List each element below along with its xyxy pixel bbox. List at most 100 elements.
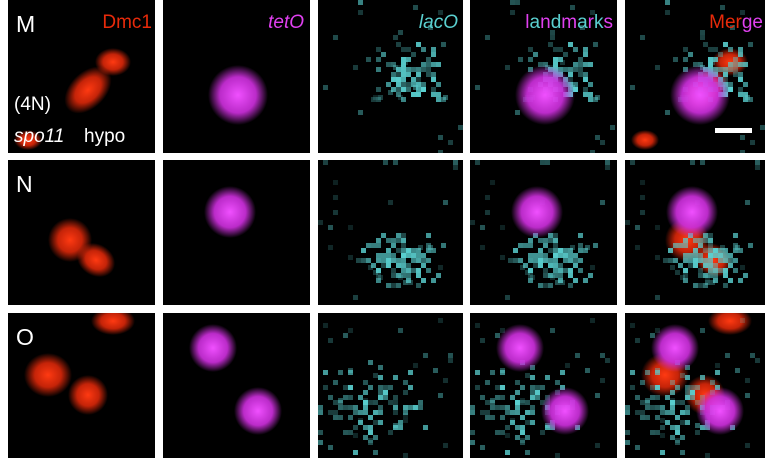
laco-pixel [373,420,378,425]
laco-pixel [406,248,411,253]
laco-pixel [738,62,743,67]
laco-pixel [510,418,515,423]
laco-pixel [373,450,378,455]
laco-pixel [328,338,333,343]
laco-pixel [558,273,563,278]
laco-pixel [553,268,558,273]
laco-pixel [700,160,705,165]
laco-pixel [318,405,323,410]
laco-pixel [728,253,733,258]
laco-pixel [318,440,323,445]
laco-pixel [480,410,485,415]
laco-pixel [660,425,665,430]
laco-pixel [470,430,475,435]
laco-pixel [381,233,386,238]
laco-pixel [431,92,436,97]
laco-pixel [391,253,396,258]
laco-pixel [328,410,333,415]
laco-pixel [403,413,408,418]
laco-pixel [703,258,708,263]
laco-pixel [396,258,401,263]
laco-pixel [705,453,710,458]
laco-pixel [436,97,441,102]
header-letter: M [709,12,725,33]
laco-pixel [713,253,718,258]
laco-pixel [528,47,533,52]
laco-pixel [401,87,406,92]
laco-pixel [660,450,665,455]
laco-pixel [538,253,543,258]
header-letter: n [540,12,551,33]
laco-pixel [640,35,645,40]
laco-pixel [480,338,485,343]
laco-pixel [760,125,765,130]
laco-pixel [475,370,480,375]
laco-pixel [453,165,458,170]
laco-pixel [406,273,411,278]
teto-signal [515,65,575,125]
laco-pixel [323,323,328,328]
laco-pixel [391,273,396,278]
laco-pixel [366,258,371,263]
laco-pixel [630,85,635,90]
column-header: landmarks [525,12,613,33]
laco-pixel [403,418,408,423]
laco-pixel [725,353,730,358]
header-letter: e [725,12,736,33]
panel [470,160,617,305]
laco-pixel [396,263,401,268]
laco-pixel [610,125,615,130]
laco-pixel [570,245,575,250]
laco-pixel [515,380,520,385]
laco-pixel [620,430,625,435]
laco-pixel [680,450,685,455]
laco-pixel [660,418,665,423]
laco-pixel [443,443,448,448]
laco-pixel [376,57,381,62]
laco-pixel [693,283,698,288]
laco-pixel [505,433,510,438]
laco-pixel [743,82,748,87]
laco-pixel [348,430,353,435]
laco-pixel [683,238,688,243]
laco-pixel [525,373,530,378]
laco-pixel [438,265,443,270]
laco-pixel [356,258,361,263]
laco-pixel [683,57,688,62]
laco-pixel [416,72,421,77]
laco-pixel [418,245,423,250]
laco-pixel [693,258,698,263]
laco-pixel [383,395,388,400]
laco-pixel [421,263,426,268]
laco-pixel [396,42,401,47]
laco-pixel [406,87,411,92]
laco-pixel [403,390,408,395]
laco-pixel [363,380,368,385]
laco-pixel [376,238,381,243]
laco-pixel [740,135,745,140]
laco-pixel [438,393,443,398]
laco-pixel [533,52,538,57]
dmc1-signal [708,307,752,335]
panel [163,160,310,305]
laco-pixel [358,10,363,15]
laco-pixel [438,150,443,155]
laco-pixel [391,268,396,273]
laco-pixel [408,385,413,390]
laco-pixel [436,62,441,67]
laco-pixel [528,258,533,263]
laco-pixel [718,52,723,57]
laco-pixel [353,425,358,430]
laco-pixel [443,378,448,383]
laco-pixel [578,62,583,67]
laco-pixel [573,62,578,67]
laco-pixel [353,433,358,438]
laco-pixel [733,62,738,67]
dmc1-signal [68,375,108,415]
laco-pixel [723,253,728,258]
teto-signal [208,65,268,125]
laco-pixel [470,410,475,415]
column-header: tetO [268,12,304,33]
laco-pixel [698,283,703,288]
laco-pixel [436,82,441,87]
